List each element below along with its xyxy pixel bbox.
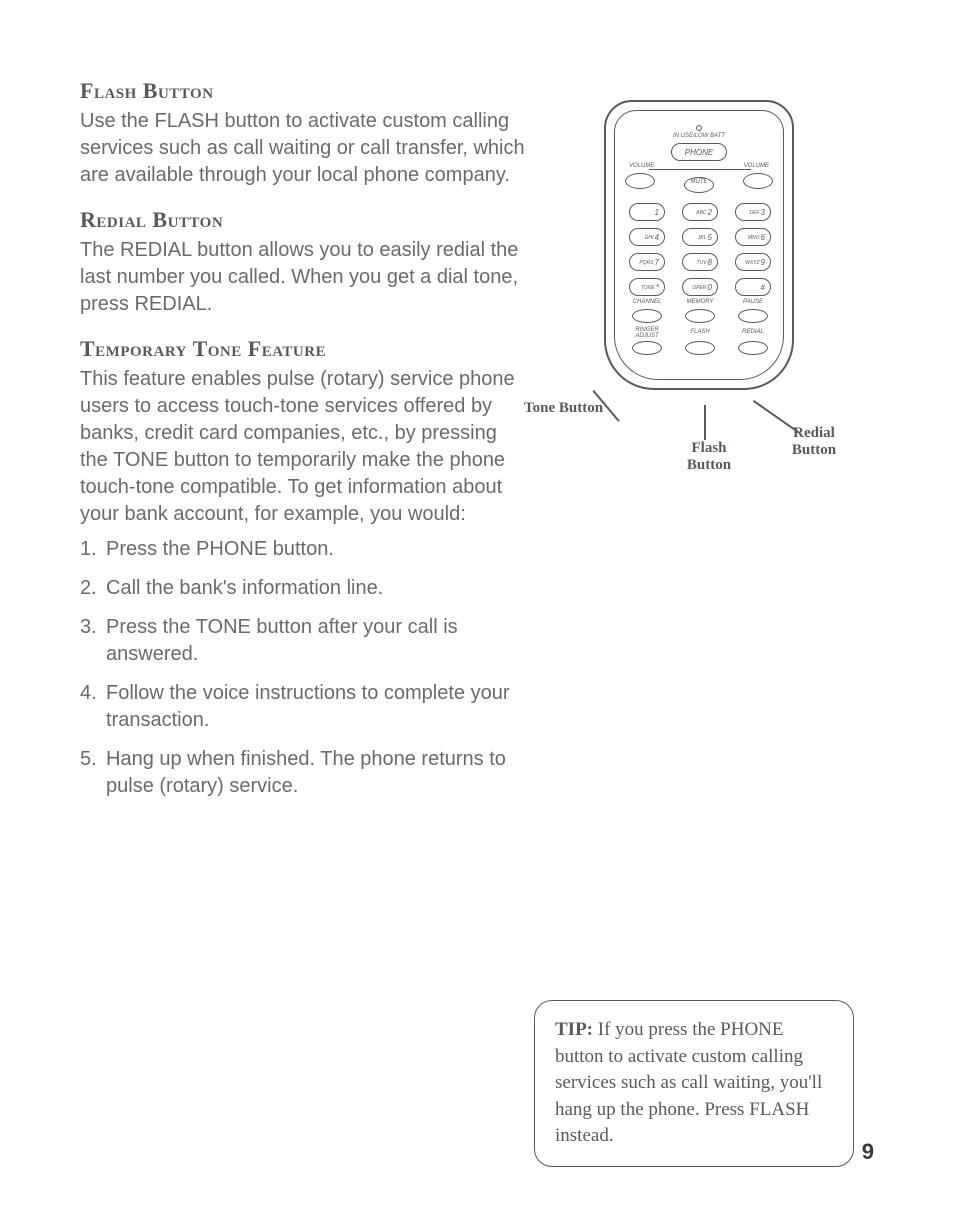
phone-inner-shell: IN USE/LOW BATT PHONE VOLUME VOLUME MUTE… [614,110,784,380]
key-3: DEF3 [735,203,771,221]
page-number: 9 [862,1139,874,1165]
ringer-label: RINGER ADJUST [627,327,667,339]
tone-body: This feature enables pulse (rotary) serv… [80,366,530,528]
led-icon [696,125,702,131]
tone-steps-list: Press the PHONE button. Call the bank's … [80,536,530,800]
key-8: TUV8 [682,253,718,271]
list-item: Press the TONE button after your call is… [80,614,530,668]
pause-label: PAUSE [733,299,773,305]
redial-callout: Redial Button [784,425,844,459]
tip-box: TIP: If you press the PHONE button to ac… [534,1000,854,1167]
key-9: WXYZ9 [735,253,771,271]
flash-button-icon [685,341,715,355]
tip-label: TIP: [555,1019,593,1040]
callout-line-flash [704,405,706,440]
volume-line [649,169,751,170]
tip-text: If you press the PHONE button to activat… [555,1019,822,1146]
list-item: Call the bank's information line. [80,575,530,602]
redial-label: REDIAL [733,329,773,335]
list-item: Press the PHONE button. [80,536,530,563]
key-5: JKL5 [682,228,718,246]
redial-body: The REDIAL button allows you to easily r… [80,237,530,318]
volume-up-button [743,173,773,189]
pause-button [738,309,768,323]
led-label: IN USE/LOW BATT [673,133,725,139]
flash-callout: Flash Button [684,440,734,474]
channel-label: CHANNEL [627,299,667,305]
redial-heading: Redial Button [80,207,530,233]
phone-illustration: IN USE/LOW BATT PHONE VOLUME VOLUME MUTE… [554,100,854,480]
key-7: PQRS7 [629,253,665,271]
right-column: IN USE/LOW BATT PHONE VOLUME VOLUME MUTE… [534,60,874,1167]
flash-label: FLASH [680,329,720,335]
phone-button: PHONE [671,143,727,161]
key-2: ABC2 [682,203,718,221]
main-text-column: Flash Button Use the FLASH button to act… [80,60,530,812]
tone-heading: Temporary Tone Feature [80,336,530,362]
key-6: MNO6 [735,228,771,246]
key-1: 1 [629,203,665,221]
key-0: OPER0 [682,278,718,296]
memory-button [685,309,715,323]
ringer-button [632,341,662,355]
mute-label: MUTE [691,179,708,185]
flash-body: Use the FLASH button to activate custom … [80,108,530,189]
memory-label: MEMORY [680,299,720,305]
flash-heading: Flash Button [80,78,530,104]
key-hash: # [735,278,771,296]
redial-button-icon [738,341,768,355]
key-star: TONE* [629,278,665,296]
tone-callout: Tone Button [524,400,603,417]
key-4: GHI4 [629,228,665,246]
list-item: Hang up when finished. The phone returns… [80,746,530,800]
list-item: Follow the voice instructions to complet… [80,680,530,734]
volume-down-button [625,173,655,189]
channel-button [632,309,662,323]
